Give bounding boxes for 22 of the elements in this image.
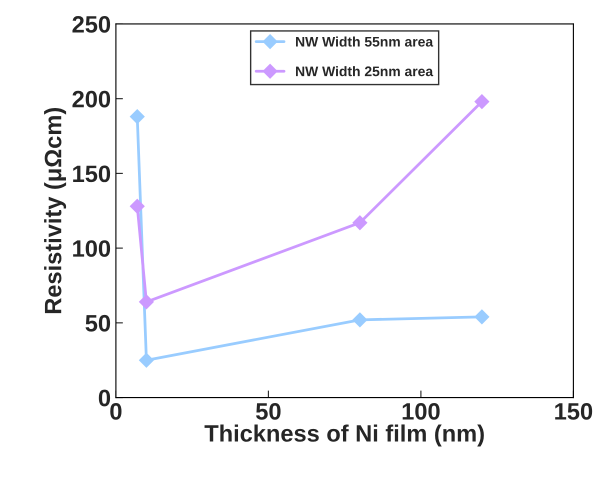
y-axis-title: Resistivity (μΩcm): [44, 108, 66, 314]
y-tick-label: 250: [72, 16, 110, 33]
point: [139, 294, 154, 310]
point: [474, 309, 490, 324]
x-tick-label: 100: [402, 403, 440, 420]
point: [130, 198, 145, 214]
legend-label: NW Width 25nm area: [296, 66, 434, 76]
y-tick-label: 50: [86, 314, 110, 332]
point: [139, 352, 154, 368]
point: [130, 109, 145, 124]
y-tick-label: 100: [73, 240, 110, 257]
point: [352, 215, 368, 230]
x-tick-label: 50: [256, 403, 281, 420]
point: [474, 94, 490, 110]
x-axis-title: Thickness of Ni film (nm): [204, 424, 484, 446]
x-tick-label: 0: [110, 403, 122, 420]
y-tick-label: 0: [98, 390, 110, 406]
x-tick-label: 150: [555, 403, 592, 420]
point: [352, 312, 368, 328]
y-tick-label: 200: [72, 90, 110, 108]
legend-label: NW Width 55nm area: [296, 36, 434, 47]
y-tick-label: 150: [73, 165, 110, 182]
